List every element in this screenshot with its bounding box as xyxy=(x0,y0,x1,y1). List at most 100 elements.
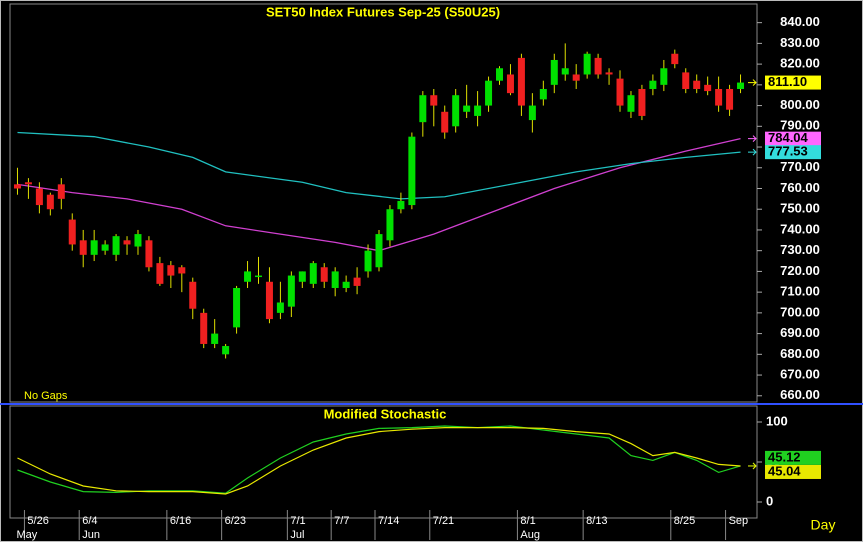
last-value-label-box xyxy=(765,131,821,146)
candle-body xyxy=(671,53,679,65)
candle-body xyxy=(550,59,558,85)
y-tick-label: 660.00 xyxy=(780,387,820,402)
candle-body xyxy=(474,105,482,116)
candle-body xyxy=(583,53,591,75)
candle-body xyxy=(200,312,208,344)
y-tick-label: 840.00 xyxy=(780,14,820,29)
candle-body xyxy=(594,57,602,75)
x-tick-label: 7/7 xyxy=(334,515,349,527)
candle-body xyxy=(638,88,646,116)
candle-body xyxy=(364,250,372,272)
candle-body xyxy=(375,234,383,268)
y-tick-label: 760.00 xyxy=(780,180,820,195)
last-arrow xyxy=(748,462,757,470)
x-tick-label: 5/26 xyxy=(27,515,48,527)
x-tick-label: 7/14 xyxy=(378,515,399,527)
x-tick-label: 7/21 xyxy=(433,515,454,527)
candle-body xyxy=(726,88,734,110)
candle-body xyxy=(134,234,142,247)
last-arrow xyxy=(748,79,757,86)
y-tick-label: 730.00 xyxy=(780,242,820,257)
candle-body xyxy=(386,209,394,241)
candle-body xyxy=(408,136,416,206)
last-value-label-box xyxy=(765,464,821,479)
candle-body xyxy=(35,188,43,206)
month-label: Jul xyxy=(290,529,304,541)
candle-body xyxy=(627,95,635,112)
x-tick-label: 8/25 xyxy=(674,515,695,527)
candle-body xyxy=(452,95,460,127)
moving-average xyxy=(17,138,741,252)
candle-body xyxy=(13,184,21,189)
y-tick-label: 680.00 xyxy=(780,346,820,361)
y-tick-label: 700.00 xyxy=(780,304,820,319)
y-tick-label: 740.00 xyxy=(780,221,820,236)
candle-body xyxy=(254,275,262,278)
candle-body xyxy=(649,80,657,89)
y-tick-label: 710.00 xyxy=(780,284,820,299)
candle-body xyxy=(693,80,701,89)
candle-body xyxy=(331,271,339,288)
x-tick-label: 8/13 xyxy=(586,515,607,527)
candle-body xyxy=(211,333,219,344)
candle-body xyxy=(309,263,317,284)
last-value-label: 777.53 xyxy=(768,144,808,159)
candle-body xyxy=(244,271,252,282)
month-label: Jun xyxy=(82,529,100,541)
candle-body xyxy=(233,287,241,328)
candle-body xyxy=(441,111,449,133)
candle-body xyxy=(276,302,284,313)
last-value-label: 45.12 xyxy=(768,449,801,464)
y-tick-label: 820.00 xyxy=(780,56,820,71)
candle-body xyxy=(528,105,536,121)
candle-body xyxy=(342,281,350,288)
candle-body xyxy=(572,74,580,81)
chart-title: SET50 Index Futures Sep-25 (S50U25) xyxy=(266,4,500,19)
last-value-label-box xyxy=(765,450,821,465)
candle-body xyxy=(704,84,712,92)
candle-body xyxy=(682,72,690,89)
price-panel xyxy=(9,3,758,403)
y-tick-label: 800.00 xyxy=(780,97,820,112)
last-arrow xyxy=(748,135,757,143)
candle-body xyxy=(463,105,471,112)
last-value-label: 45.04 xyxy=(768,463,801,478)
candle-body xyxy=(57,184,65,199)
candle-body xyxy=(112,236,120,255)
x-tick-label: 8/1 xyxy=(520,515,535,527)
candle-body xyxy=(430,95,438,106)
stochastic-line xyxy=(17,425,741,494)
candle-body xyxy=(320,267,328,282)
y-tick-label: 0 xyxy=(766,493,773,508)
month-label: Aug xyxy=(520,529,540,541)
y-tick-label: 830.00 xyxy=(780,35,820,50)
candle-body xyxy=(353,277,361,286)
candle-body xyxy=(90,240,98,255)
x-tick-label: 7/1 xyxy=(290,515,305,527)
last-value-label: 811.10 xyxy=(768,74,807,89)
x-tick-label: 6/16 xyxy=(170,515,191,527)
last-value-label-box xyxy=(765,75,821,90)
moving-average xyxy=(17,131,741,200)
candle-body xyxy=(222,346,230,355)
stochastic-line xyxy=(17,427,741,495)
note: No Gaps xyxy=(24,390,68,402)
candle-body xyxy=(145,240,153,268)
candle-body xyxy=(496,68,504,81)
y-tick-label: 720.00 xyxy=(780,263,820,278)
candle-body xyxy=(156,263,164,284)
candle-body xyxy=(24,182,32,185)
last-arrow xyxy=(748,148,757,156)
candle-body xyxy=(167,265,175,276)
indicator-title: Modified Stochastic xyxy=(324,406,447,421)
x-axis-label: Day xyxy=(811,517,836,533)
candle-body xyxy=(178,267,186,274)
candle-body xyxy=(660,68,668,85)
candle-body xyxy=(605,72,613,75)
candle-body xyxy=(397,200,405,210)
y-tick-label: 790.00 xyxy=(780,118,820,133)
candle-body xyxy=(298,271,306,282)
y-tick-label: 100 xyxy=(766,413,788,428)
